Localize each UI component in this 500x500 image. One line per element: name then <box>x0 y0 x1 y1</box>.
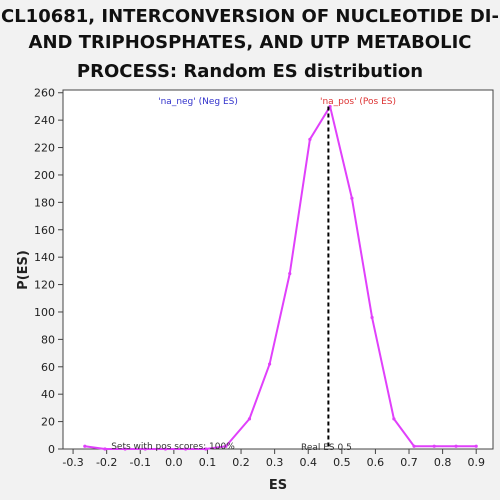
x-tick-label: 0.5 <box>333 456 351 469</box>
chart-title: CL10681, INTERCONVERSION OF NUCLEOTIDE D… <box>1 6 499 82</box>
data-point <box>184 447 188 451</box>
title-line-1: CL10681, INTERCONVERSION OF NUCLEOTIDE D… <box>1 6 499 27</box>
data-point <box>370 315 374 320</box>
data-point <box>268 362 272 366</box>
plot-area <box>62 89 494 450</box>
data-point <box>454 444 458 448</box>
x-tick-label: 0.1 <box>199 456 217 469</box>
x-tick-label: -0.3 <box>62 456 83 469</box>
data-point <box>163 447 168 451</box>
real-es-label: Real ES 0.5 <box>301 443 352 453</box>
data-point <box>204 447 208 451</box>
y-tick-label: 180 <box>34 196 55 209</box>
data-point <box>474 444 478 448</box>
y-tick-label: 220 <box>34 142 55 155</box>
data-point <box>103 447 107 451</box>
x-tick-label: -0.2 <box>96 456 117 469</box>
data-point <box>392 417 396 421</box>
title-line-2: AND TRIPHOSPHATES, AND UTP METABOLIC <box>29 32 472 53</box>
y-tick-label: 60 <box>41 361 55 374</box>
data-point <box>247 417 252 421</box>
x-tick-label: 0.3 <box>266 456 284 469</box>
x-tick-label: 0.9 <box>467 456 485 469</box>
y-tick-label: 120 <box>34 279 55 292</box>
x-tick-label: 0.8 <box>434 456 452 469</box>
es-distribution-line <box>84 105 477 450</box>
y-tick-label: 200 <box>34 169 55 182</box>
y-axis-label: P(ES) <box>16 250 31 290</box>
x-axis-ticks: -0.3 -0.2 -0.1 0.0 0.1 0.2 0.3 0.4 0.5 0.6 0.7 0.8 0… <box>62 449 485 469</box>
x-tick-label: 0.7 <box>400 456 418 469</box>
data-point <box>350 196 354 200</box>
series-layer <box>83 104 478 451</box>
x-tick-label: 0.2 <box>232 456 250 469</box>
y-tick-label: 140 <box>34 251 55 264</box>
data-point <box>412 444 416 448</box>
y-tick-label: 260 <box>34 87 55 100</box>
y-axis-ticks: 0 20 40 60 80 100 120 140 160 180 200 220 240 260 <box>34 87 63 456</box>
neg-es-label: 'na_neg' (Neg ES) <box>158 97 238 107</box>
y-tick-label: 40 <box>41 388 55 401</box>
y-tick-label: 160 <box>34 224 55 237</box>
x-tick-label: 0.6 <box>367 456 385 469</box>
data-point <box>308 137 312 141</box>
y-tick-label: 100 <box>34 306 55 319</box>
data-point <box>224 444 228 448</box>
x-tick-label: 0.4 <box>299 456 317 469</box>
y-tick-label: 80 <box>41 333 55 346</box>
y-tick-label: 20 <box>41 416 55 429</box>
y-tick-label: 0 <box>48 443 55 456</box>
y-tick-label: 240 <box>34 114 55 127</box>
sets-pos-scores-label: Sets with pos scores: 100% <box>111 442 235 452</box>
data-point <box>288 272 292 276</box>
x-tick-label: -0.1 <box>130 456 151 469</box>
x-tick-label: 0.0 <box>165 456 183 469</box>
data-point <box>123 447 127 451</box>
pos-es-label: 'na_pos' (Pos ES) <box>320 97 396 107</box>
data-point <box>83 444 87 448</box>
data-point <box>432 444 436 448</box>
title-line-3: PROCESS: Random ES distribution <box>77 61 423 82</box>
x-axis-label: ES <box>269 478 287 493</box>
data-point <box>143 447 147 451</box>
